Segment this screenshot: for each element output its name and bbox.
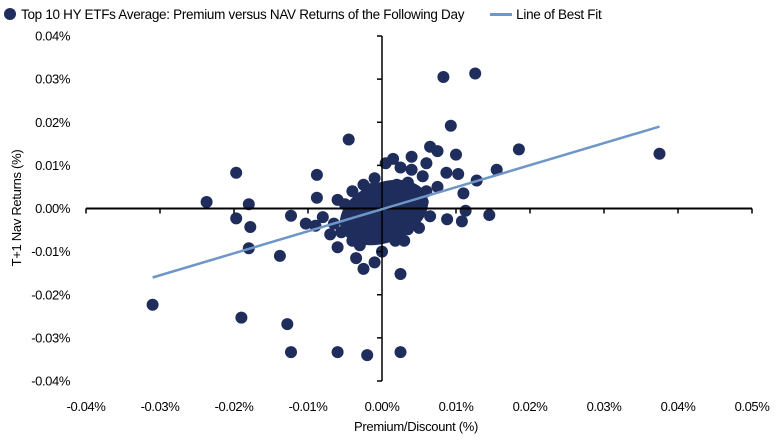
data-point xyxy=(457,187,470,200)
x-tick-label: -0.04% xyxy=(67,399,107,414)
data-point xyxy=(437,71,450,83)
axes xyxy=(85,35,753,382)
x-tick-label: 0.00% xyxy=(365,399,401,414)
x-tick-label: 0.03% xyxy=(587,399,623,414)
data-point xyxy=(420,157,433,170)
y-tick-label: -0.02% xyxy=(31,287,71,302)
data-point xyxy=(244,221,257,233)
data-point xyxy=(242,198,255,211)
data-point xyxy=(653,147,666,160)
y-tick-label: 0.04% xyxy=(35,29,71,44)
legend-item-fit: Line of Best Fit xyxy=(490,6,602,22)
x-tick-label: -0.02% xyxy=(215,399,255,414)
data-point xyxy=(394,161,407,174)
data-point xyxy=(146,298,159,311)
y-axis-tick-labels: 0.04% 0.03% 0.02% 0.01% 0.00% -0.01% -0.02% -0.… xyxy=(31,29,71,389)
data-point xyxy=(441,213,454,226)
data-point xyxy=(331,241,344,254)
y-tick-label: -0.01% xyxy=(31,244,71,259)
data-point xyxy=(310,168,323,181)
fit-line-marker-icon xyxy=(490,12,513,16)
x-tick-label: 0.05% xyxy=(735,399,771,414)
x-tick-label: -0.01% xyxy=(289,399,329,414)
data-point xyxy=(416,170,429,183)
y-tick-label: 0.02% xyxy=(35,115,71,130)
data-point xyxy=(450,148,462,161)
y-tick-label: 0.00% xyxy=(35,201,71,216)
data-point xyxy=(281,318,294,331)
data-point xyxy=(368,172,381,185)
data-point xyxy=(310,191,323,204)
data-point xyxy=(361,349,374,362)
y-axis-title: T+1 Nav Returns (%) xyxy=(9,150,24,267)
chart-legend: Top 10 HY ETFs Average: Premium versus N… xyxy=(4,4,602,24)
data-point xyxy=(387,152,400,165)
data-point xyxy=(440,166,453,179)
data-point xyxy=(346,185,359,198)
data-point xyxy=(512,143,525,156)
data-point xyxy=(342,133,355,146)
y-tick-label: -0.03% xyxy=(31,330,71,345)
data-point xyxy=(357,262,370,275)
x-axis-title: Premium/Discount (%) xyxy=(354,419,478,434)
data-point xyxy=(235,311,248,324)
y-tick-label: -0.04% xyxy=(31,374,71,389)
series-marker-icon xyxy=(4,8,16,20)
legend-series-label: Top 10 HY ETFs Average: Premium versus N… xyxy=(21,6,465,22)
data-point xyxy=(431,180,444,193)
data-point xyxy=(483,209,496,221)
data-point xyxy=(444,119,457,132)
x-tick-label: 0.02% xyxy=(513,399,549,414)
line-of-best-fit xyxy=(152,125,660,279)
data-point xyxy=(452,168,465,180)
x-tick-label: -0.03% xyxy=(141,399,181,414)
dense-point-cluster xyxy=(339,179,429,246)
data-point xyxy=(405,150,418,163)
data-point xyxy=(394,346,407,359)
data-point xyxy=(368,256,381,269)
y-tick-label: 0.01% xyxy=(35,158,71,173)
data-point xyxy=(459,204,472,217)
data-point xyxy=(350,252,363,265)
legend-fit-label: Line of Best Fit xyxy=(516,6,602,22)
data-point xyxy=(331,346,344,359)
data-point xyxy=(469,67,482,80)
x-tick-label: 0.01% xyxy=(439,399,475,414)
data-point xyxy=(324,228,337,241)
data-point xyxy=(273,249,286,262)
scatter-points xyxy=(146,67,666,362)
data-point xyxy=(455,215,468,228)
data-point xyxy=(394,268,407,280)
data-point xyxy=(424,210,437,223)
data-point xyxy=(405,163,418,176)
data-point xyxy=(230,166,243,179)
legend-item-series: Top 10 HY ETFs Average: Premium versus N… xyxy=(4,7,464,22)
data-point xyxy=(200,196,213,208)
data-point xyxy=(424,140,437,153)
data-point xyxy=(285,346,297,359)
data-point xyxy=(230,212,243,225)
data-point xyxy=(285,209,297,222)
data-point xyxy=(490,163,503,176)
data-point xyxy=(299,217,312,230)
data-point xyxy=(316,211,329,224)
x-tick-label: 0.04% xyxy=(661,399,697,414)
x-axis-tick-labels: -0.04% -0.03% -0.02% -0.01% 0.00% 0.01% 0.02% 0… xyxy=(67,399,771,414)
y-tick-label: 0.03% xyxy=(35,72,71,87)
